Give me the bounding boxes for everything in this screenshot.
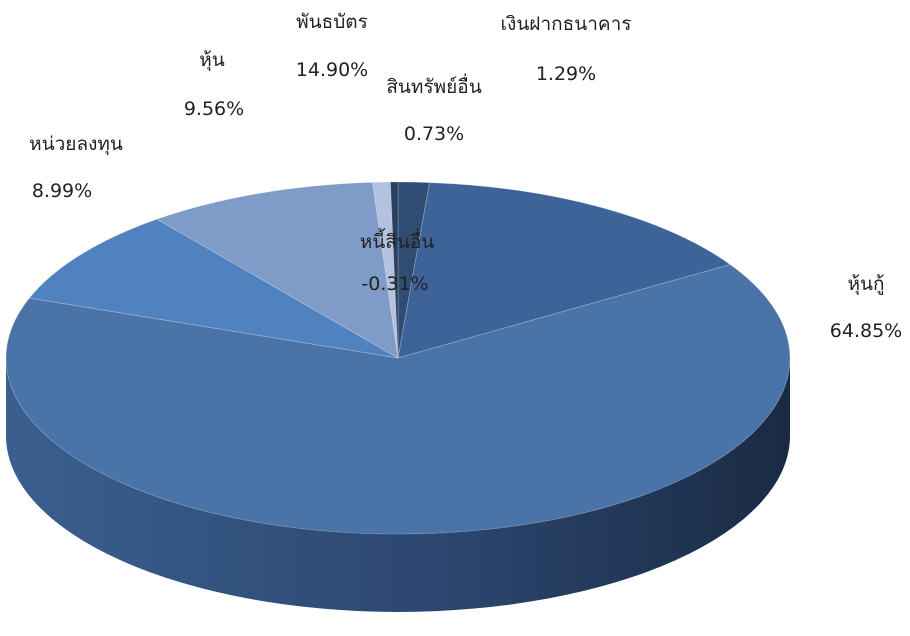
- pie-slice-0: [397, 181, 431, 359]
- pie-slice-1: [397, 182, 732, 359]
- slice-value-deposits: 1.29%: [536, 63, 596, 85]
- slice-label-stocks: หุ้น: [199, 49, 225, 72]
- pie-slice-5: [372, 181, 399, 359]
- slice-value-other-liabilities: -0.31%: [361, 273, 428, 295]
- slice-value-stocks: 9.56%: [184, 98, 244, 120]
- pie-slice-4: [156, 181, 399, 359]
- pie-side-wall: [6, 358, 790, 612]
- pie-slice-3: [28, 218, 399, 359]
- slice-value-debentures: 64.85%: [830, 320, 902, 342]
- slice-value-other-assets: 0.73%: [404, 123, 464, 145]
- slice-label-other-assets: สินทรัพย์อื่น: [386, 73, 481, 98]
- pie-slice-2: [5, 264, 791, 535]
- slice-label-unit-trusts: หน่วยลงทุน: [29, 133, 123, 156]
- slice-label-debentures: หุ้นกู้: [847, 273, 884, 296]
- slice-label-deposits: เงินฝากธนาคาร: [501, 13, 632, 35]
- pie-side-group: [6, 358, 790, 612]
- slice-value-bonds: 14.90%: [296, 59, 368, 81]
- pie-slice-6: [389, 181, 399, 359]
- slice-value-unit-trusts: 8.99%: [32, 180, 92, 202]
- pie-slices-group: [5, 181, 791, 535]
- slice-label-other-liabilities: หนี้สินอื่น: [360, 228, 435, 253]
- slice-label-bonds: พันธบัตร: [296, 11, 368, 33]
- pie-labels-group: เงินฝากธนาคาร 1.29% พันธบัตร 14.90% หุ้น…: [29, 11, 902, 342]
